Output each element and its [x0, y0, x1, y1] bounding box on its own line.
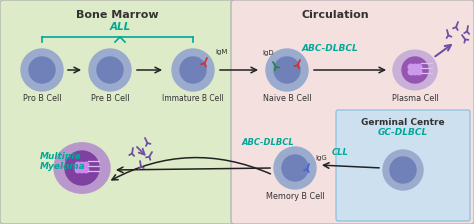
FancyBboxPatch shape — [336, 110, 470, 221]
Circle shape — [266, 49, 308, 91]
Text: ALL: ALL — [109, 22, 131, 32]
Ellipse shape — [54, 143, 110, 193]
Text: Memory B Cell: Memory B Cell — [266, 192, 324, 201]
Text: GC-DLBCL: GC-DLBCL — [378, 128, 428, 137]
Text: Circulation: Circulation — [301, 10, 369, 20]
Circle shape — [402, 57, 428, 83]
Circle shape — [75, 162, 81, 168]
Text: CLL: CLL — [332, 148, 349, 157]
FancyBboxPatch shape — [231, 0, 474, 224]
Circle shape — [65, 151, 99, 185]
Circle shape — [97, 57, 123, 83]
Text: Immature B Cell: Immature B Cell — [162, 94, 224, 103]
Circle shape — [29, 57, 55, 83]
Circle shape — [412, 69, 418, 75]
FancyBboxPatch shape — [0, 0, 234, 224]
Circle shape — [79, 162, 85, 168]
Circle shape — [274, 57, 300, 83]
Text: Naive B Cell: Naive B Cell — [263, 94, 311, 103]
Circle shape — [408, 64, 414, 70]
Text: ABC-DLBCL: ABC-DLBCL — [242, 138, 294, 147]
Circle shape — [83, 162, 89, 168]
Text: ABC-DLBCL: ABC-DLBCL — [301, 44, 358, 53]
Circle shape — [21, 49, 63, 91]
Text: Germinal Centre: Germinal Centre — [361, 118, 445, 127]
Text: Plasma Cell: Plasma Cell — [392, 94, 438, 103]
Text: Multiple
Myeloma: Multiple Myeloma — [40, 152, 86, 171]
Ellipse shape — [393, 50, 437, 90]
Circle shape — [180, 57, 206, 83]
Text: IgG: IgG — [315, 155, 327, 161]
Circle shape — [83, 167, 89, 173]
Circle shape — [172, 49, 214, 91]
Text: IgM: IgM — [215, 49, 228, 55]
Circle shape — [274, 147, 316, 189]
Circle shape — [282, 155, 308, 181]
Text: Bone Marrow: Bone Marrow — [76, 10, 158, 20]
Circle shape — [390, 157, 416, 183]
Circle shape — [416, 69, 422, 75]
Circle shape — [89, 49, 131, 91]
Circle shape — [75, 167, 81, 173]
Circle shape — [383, 150, 423, 190]
Circle shape — [416, 64, 422, 70]
Circle shape — [412, 64, 418, 70]
Text: IgD: IgD — [262, 50, 273, 56]
Circle shape — [408, 69, 414, 75]
Text: Pre B Cell: Pre B Cell — [91, 94, 129, 103]
Text: Pro B Cell: Pro B Cell — [23, 94, 61, 103]
Circle shape — [79, 167, 85, 173]
